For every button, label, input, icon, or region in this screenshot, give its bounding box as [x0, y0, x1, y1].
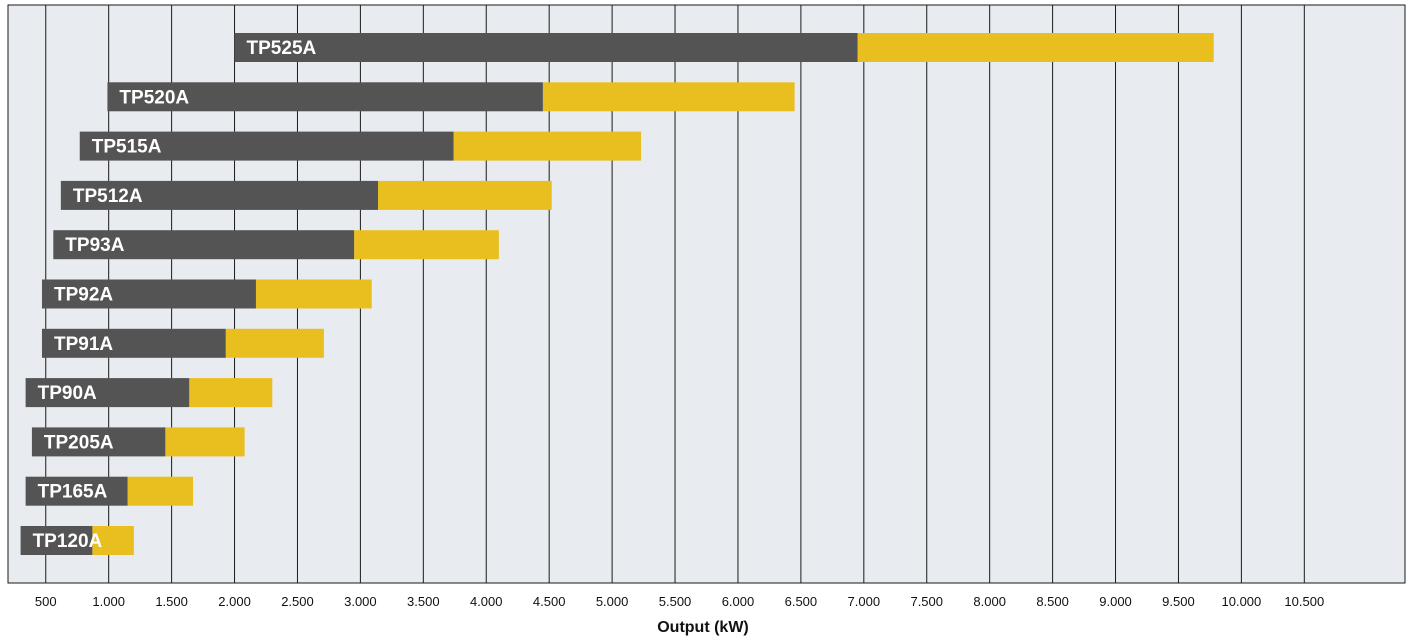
bar-row: TP525A [234, 33, 1214, 62]
bar-row: TP90A [25, 378, 273, 408]
x-tick-label: 1.500 [155, 594, 188, 609]
bar-segment-accent [225, 328, 324, 358]
x-tick-label: 6.000 [722, 594, 755, 609]
x-tick-label: 7.000 [848, 594, 881, 609]
x-tick-label: 9.000 [1099, 594, 1132, 609]
bar-segment-dark [79, 131, 454, 161]
bar-label: TP165A [38, 482, 108, 503]
bar-segment-accent [542, 82, 795, 112]
bar-label: TP90A [38, 383, 97, 404]
bar-row: TP520A [107, 82, 795, 112]
bar-label: TP520A [119, 87, 189, 108]
x-tick-label: 4.500 [533, 594, 566, 609]
x-tick-label: 10.000 [1222, 594, 1262, 609]
bar-row: TP93A [53, 230, 499, 260]
x-tick-label: 500 [35, 594, 57, 609]
bar-row: TP205A [31, 427, 245, 457]
x-tick-label: 2.000 [218, 594, 251, 609]
bar-row: TP91A [41, 328, 324, 358]
x-tick-label: 3.000 [344, 594, 377, 609]
bar-label: TP120A [33, 531, 103, 552]
x-tick-label: 9.500 [1162, 594, 1195, 609]
x-tick-label: 5.500 [659, 594, 692, 609]
bar-segment-dark [20, 526, 93, 555]
x-tick-label: 2.500 [281, 594, 314, 609]
x-tick-label: 5.000 [596, 594, 629, 609]
bar-segment-accent [453, 131, 642, 161]
bar-label: TP512A [73, 186, 143, 207]
bar-segment-accent [354, 230, 499, 260]
x-tick-label: 7.500 [910, 594, 943, 609]
bar-segment-accent [255, 279, 372, 309]
bar-segment-accent [165, 427, 245, 457]
bar-row: TP165A [25, 476, 194, 506]
bar-row: TP92A [41, 279, 372, 309]
x-tick-label: 8.000 [973, 594, 1006, 609]
bar-segment-accent [189, 378, 273, 408]
bar-label: TP91A [54, 334, 113, 355]
bar-segment-dark [41, 328, 226, 358]
bar-segment-accent [92, 526, 134, 555]
bar-segment-dark [31, 427, 166, 457]
bar-segment-dark [53, 230, 355, 260]
x-axis-ticks: 500 1.000 1.500 2.000 2.500 3.000 3.500 4.000 4.… [35, 594, 1324, 609]
bar-label: TP205A [44, 432, 114, 453]
x-tick-label: 10.500 [1284, 594, 1324, 609]
x-tick-label: 3.500 [407, 594, 440, 609]
bar-series: TP525A TP520A TP515A TP512A TP93A TP92A TP91A T… [20, 33, 1214, 555]
x-tick-label: 8.500 [1036, 594, 1069, 609]
bar-segment-dark [25, 476, 128, 506]
bar-label: TP525A [247, 38, 317, 59]
bar-segment-accent [127, 476, 194, 506]
bar-segment-dark [60, 180, 379, 210]
bar-row: TP512A [60, 180, 552, 210]
bar-row: TP120A [20, 526, 134, 555]
x-axis-title: Output (kW) [657, 619, 749, 636]
x-tick-label: 6.500 [785, 594, 818, 609]
bar-label: TP93A [65, 235, 124, 256]
bar-label: TP515A [92, 137, 162, 158]
plot-frame [7, 4, 1406, 584]
bar-segment-dark [107, 82, 543, 112]
bar-segment-accent [857, 33, 1214, 62]
bar-segment-dark [25, 378, 190, 408]
bar-label: TP92A [54, 285, 113, 306]
bar-segment-dark [41, 279, 256, 309]
bar-segment-accent [378, 180, 552, 210]
bar-segment-dark [234, 33, 858, 62]
x-tick-label: 1.000 [92, 594, 125, 609]
bar-row: TP515A [79, 131, 642, 161]
x-tick-label: 4.000 [470, 594, 503, 609]
